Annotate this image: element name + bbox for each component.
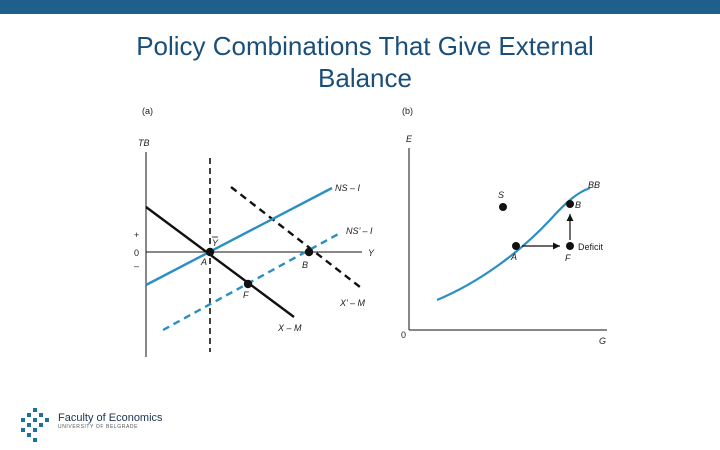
point-f-label-panel-a: F xyxy=(243,290,249,300)
x-m-prime-curve xyxy=(230,186,361,288)
title-line-1: Policy Combinations That Give External xyxy=(136,31,594,61)
logo-name: Faculty of Economics xyxy=(58,412,163,424)
panel-a-tag: (a) xyxy=(142,106,153,116)
y-bar-label: Y xyxy=(212,238,219,248)
point-f-panel-b xyxy=(566,242,574,250)
panel-a-plus-sign: + xyxy=(134,230,139,240)
slide-title: Policy Combinations That Give External B… xyxy=(60,30,670,94)
faculty-logo-icon xyxy=(21,408,49,442)
bb-label: BB xyxy=(588,180,600,190)
point-f-panel-a xyxy=(243,279,253,289)
top-accent-bar xyxy=(0,0,720,14)
ns-i-prime-curve xyxy=(162,230,343,332)
point-s-label: S xyxy=(498,190,504,200)
point-b-panel-a xyxy=(304,247,314,257)
deficit-label: Deficit xyxy=(578,242,604,252)
panel-a-y-axis-label: TB xyxy=(138,138,150,148)
panel-b-y-axis-label: E xyxy=(406,134,413,144)
panel-b-x-axis-label: G xyxy=(599,336,606,346)
panel-a-zero: 0 xyxy=(134,248,139,258)
x-m-prime-label: X’ – M xyxy=(339,298,366,308)
panel-a-x-axis-label: Y xyxy=(368,248,375,258)
point-b-panel-b xyxy=(566,200,574,208)
ns-i-prime-label: NS’ – I xyxy=(346,226,373,236)
ns-i-label: NS – I xyxy=(335,183,361,193)
ns-i-curve xyxy=(145,186,333,287)
point-b-label-panel-b: B xyxy=(575,200,581,210)
x-m-label: X – M xyxy=(277,323,302,333)
point-a-panel-a xyxy=(205,247,215,257)
point-a-panel-b xyxy=(512,242,520,250)
panel-b-origin: 0 xyxy=(401,330,406,340)
panel-b-tag: (b) xyxy=(402,106,413,116)
faculty-logo: Faculty of Economics UNIVERSITY OF BELGR… xyxy=(58,412,163,431)
logo-subtitle: UNIVERSITY OF BELGRADE xyxy=(58,424,139,430)
point-b-label-panel-a: B xyxy=(302,260,308,270)
title-line-2: Balance xyxy=(318,63,412,93)
point-f-label-panel-b: F xyxy=(565,253,571,263)
panel-a-minus-sign: – xyxy=(134,261,139,271)
point-s-panel-b xyxy=(499,203,507,211)
bb-curve xyxy=(436,186,591,302)
point-a-label-panel-b: A xyxy=(510,252,517,262)
x-m-curve xyxy=(145,206,295,318)
point-a-label-panel-a: A xyxy=(200,257,207,267)
